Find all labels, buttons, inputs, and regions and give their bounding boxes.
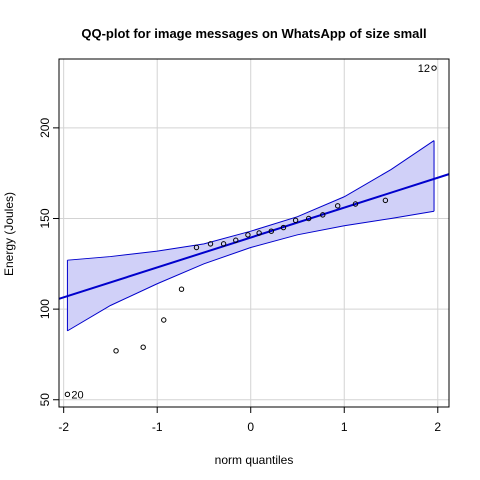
- data-point: [220, 241, 227, 247]
- data-point: [280, 224, 287, 231]
- x-tick-label: 0: [247, 420, 254, 434]
- y-axis-label: Energy (Joules): [2, 192, 16, 276]
- data-point: [161, 317, 167, 323]
- point-label: 12: [418, 63, 430, 75]
- data-point: [113, 348, 119, 354]
- data-point: [306, 215, 312, 222]
- x-axis: -2 -1 0 1 2: [58, 406, 441, 434]
- x-tick-label: -2: [58, 420, 69, 434]
- envelope-lower-line: [67, 210, 435, 332]
- x-tick-label: 2: [434, 420, 441, 434]
- y-tick-label: 200: [38, 118, 52, 138]
- data-points: [64, 65, 437, 398]
- envelope-fill: [67, 140, 435, 331]
- data-point: [233, 237, 239, 243]
- y-axis: 50 100 150 200: [38, 118, 59, 407]
- data-point: [140, 344, 146, 350]
- reference-line: [58, 173, 450, 300]
- point-label: 20: [71, 389, 83, 401]
- x-tick-label: 1: [341, 420, 348, 434]
- data-point: [207, 241, 214, 247]
- point-labels: 12 20: [71, 63, 430, 401]
- data-point: [335, 203, 341, 209]
- data-point: [256, 230, 262, 236]
- data-point: [268, 228, 275, 234]
- x-axis-label: norm quantiles: [215, 453, 294, 467]
- data-point: [352, 201, 359, 207]
- reference-line-group: [58, 173, 450, 300]
- data-point: [193, 244, 200, 251]
- data-point: [64, 391, 71, 398]
- data-point: [431, 65, 437, 71]
- y-tick-label: 50: [38, 393, 52, 407]
- chart-title: QQ-plot for image messages on WhatsApp o…: [81, 26, 426, 41]
- y-tick-label: 150: [38, 208, 52, 228]
- x-tick-label: -1: [152, 420, 163, 434]
- y-tick-label: 100: [38, 299, 52, 319]
- data-point: [320, 212, 326, 218]
- data-point: [245, 232, 251, 238]
- data-point: [178, 286, 185, 292]
- envelope-upper-line: [67, 140, 435, 261]
- data-point: [292, 217, 299, 224]
- data-point: [382, 197, 389, 204]
